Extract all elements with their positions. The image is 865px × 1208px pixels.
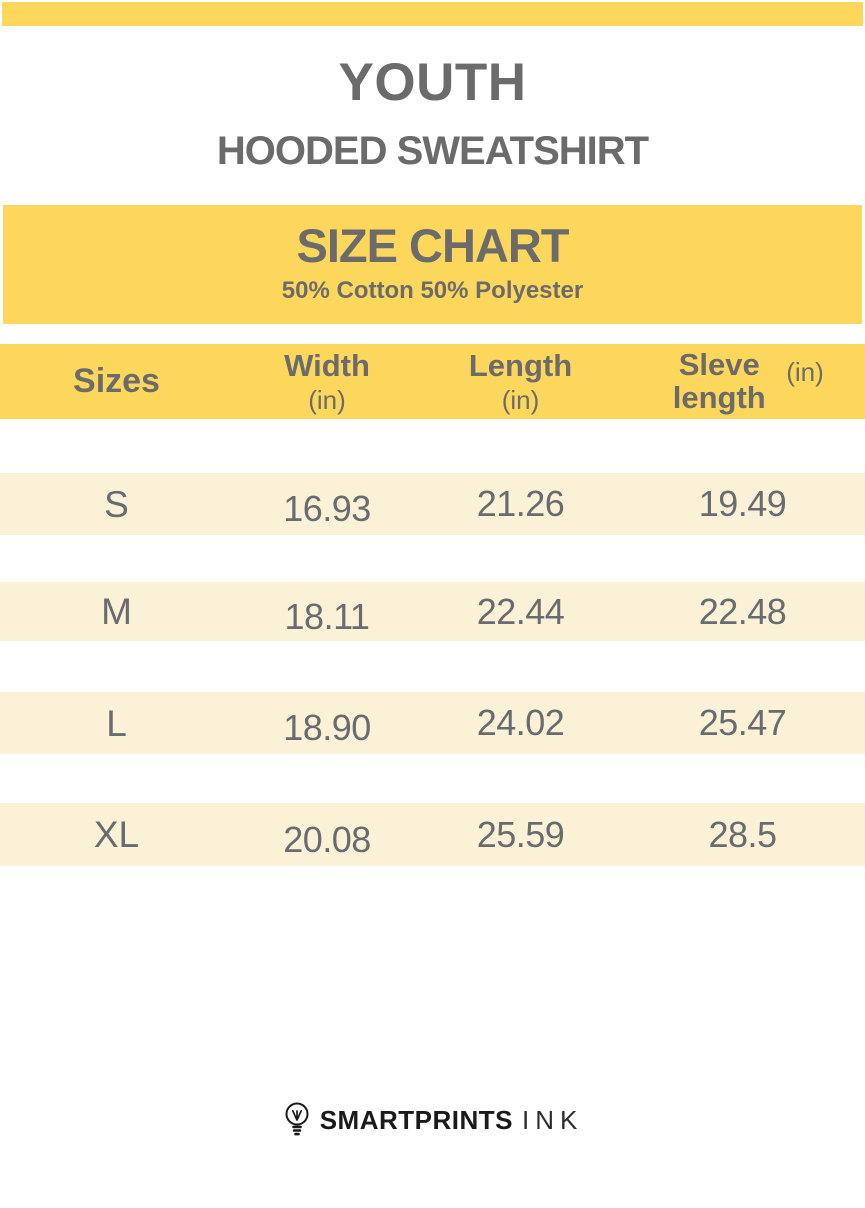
lightbulb-icon <box>285 1102 309 1136</box>
product-category-title: YOUTH <box>338 53 527 112</box>
table-header-row: Sizes Width (in) Length (in) Sleve lengt… <box>0 344 865 419</box>
size-value: XL <box>93 814 140 855</box>
column-unit: (in) <box>501 384 540 415</box>
size-value: M <box>101 591 132 632</box>
table-row-s: S 16.93 21.26 19.49 <box>0 473 865 535</box>
column-label: Sleve length <box>672 346 766 415</box>
size-value: S <box>104 483 129 525</box>
column-header-sizes: Sizes <box>0 361 233 400</box>
column-unit: (in) <box>308 384 346 415</box>
length-value: 22.44 <box>476 590 565 632</box>
column-label: Width <box>284 347 370 383</box>
brand-name-bold: SMARTPRINTS <box>319 1104 513 1135</box>
width-value: 20.08 <box>283 818 371 860</box>
width-value: 18.11 <box>284 595 370 637</box>
table-row-m: M 18.11 22.44 22.48 <box>0 582 865 641</box>
column-unit: (in) <box>786 357 824 388</box>
table-row-l: L 18.90 24.02 25.47 <box>0 692 865 754</box>
column-header-width: Width (in) <box>233 347 421 415</box>
sleeve-length-value: 28.5 <box>708 813 777 855</box>
size-chart-heading: SIZE CHART <box>296 219 570 272</box>
sleeve-length-value: 19.49 <box>698 483 787 524</box>
length-value: 21.26 <box>476 483 565 524</box>
table-row-xl: XL 20.08 25.59 28.5 <box>0 803 865 866</box>
sleeve-length-value: 22.48 <box>698 590 787 632</box>
column-header-sleeve-length: Sleve length (in) <box>620 346 865 415</box>
product-name-subtitle: HOODED SWEATSHIRT <box>216 129 649 173</box>
width-value: 18.90 <box>283 707 371 748</box>
sleeve-length-value: 25.47 <box>698 702 787 743</box>
top-accent-bar <box>2 2 863 26</box>
width-value: 16.93 <box>283 488 371 529</box>
column-label: Sizes <box>73 361 160 400</box>
length-value: 25.59 <box>476 813 565 855</box>
material-composition-text: 50% Cotton 50% Polyester <box>281 277 584 304</box>
size-chart-banner: SIZE CHART 50% Cotton 50% Polyester <box>3 205 862 324</box>
size-value: L <box>106 702 127 744</box>
brand-footer: SMARTPRINTS INK <box>0 1100 865 1140</box>
brand-name-light: INK <box>521 1104 584 1135</box>
column-label: Length <box>468 347 573 383</box>
length-value: 24.02 <box>476 702 565 743</box>
column-header-length: Length (in) <box>421 347 620 415</box>
